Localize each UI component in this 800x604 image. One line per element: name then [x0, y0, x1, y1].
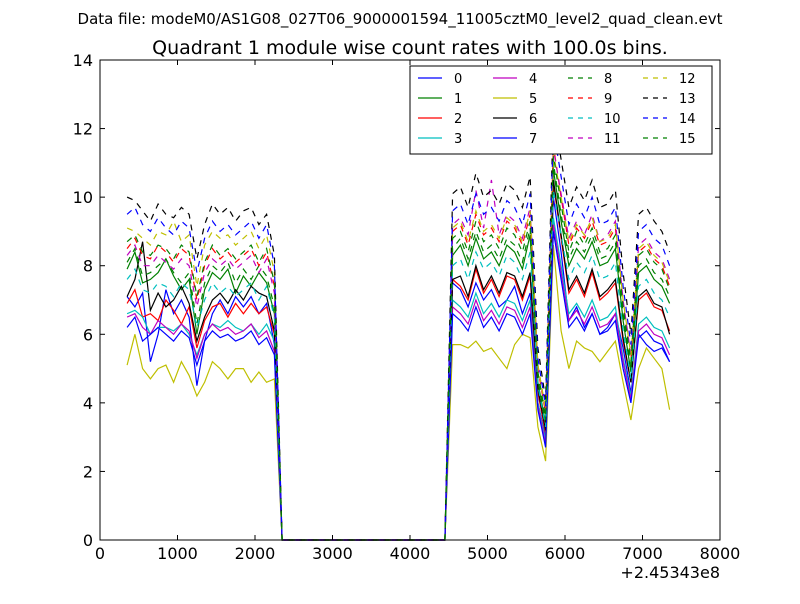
legend-label-10: 10	[604, 112, 621, 127]
x-tick-label: 6000	[545, 544, 586, 563]
legend-label-4: 4	[529, 72, 537, 87]
y-tick-label: 12	[73, 120, 93, 139]
series-line-15	[126, 155, 671, 541]
series-line-5	[126, 245, 671, 541]
y-tick-label: 10	[73, 188, 93, 207]
y-tick-label: 14	[73, 51, 93, 70]
series-line-9	[126, 145, 671, 541]
legend-label-8: 8	[604, 72, 612, 87]
y-tick-label: 0	[83, 531, 93, 550]
series-line-7	[126, 231, 671, 541]
x-tick-label: 3000	[312, 544, 353, 563]
series-line-4	[126, 224, 671, 541]
x-tick-label: 4000	[390, 544, 431, 563]
x-offset-label: +2.45343e8	[620, 563, 720, 582]
x-tick-label: 8000	[700, 544, 741, 563]
legend-label-3: 3	[454, 132, 462, 147]
x-tick-label: 5000	[467, 544, 508, 563]
chart-title: Quadrant 1 module wise count rates with …	[152, 37, 668, 59]
legend-label-0: 0	[454, 72, 462, 87]
legend-label-11: 11	[604, 132, 621, 147]
legend-label-12: 12	[679, 72, 696, 87]
legend-label-14: 14	[679, 112, 696, 127]
series-line-2	[126, 183, 671, 541]
series-line-6	[126, 179, 671, 541]
series-line-0	[126, 197, 671, 541]
legend-label-5: 5	[529, 92, 537, 107]
x-tick-label: 0	[95, 544, 105, 563]
series-line-8	[126, 162, 671, 541]
x-tick-label: 2000	[235, 544, 276, 563]
x-tick-label: 7000	[622, 544, 663, 563]
legend-label-13: 13	[679, 92, 696, 107]
legend-box	[409, 65, 713, 155]
series-line-12	[126, 152, 671, 541]
y-tick-label: 8	[83, 257, 93, 276]
plot-area	[126, 111, 671, 541]
legend-label-9: 9	[604, 92, 612, 107]
legend-label-1: 1	[454, 92, 462, 107]
y-tick-label: 2	[83, 462, 93, 481]
chart-suptitle: Data file: modeM0/AS1G08_027T06_90000015…	[78, 10, 723, 29]
x-tick-label: 1000	[157, 544, 198, 563]
y-tick-label: 4	[83, 394, 93, 413]
series-line-14	[126, 128, 671, 541]
legend-label-2: 2	[454, 112, 462, 127]
legend-label-15: 15	[679, 132, 696, 147]
legend-label-7: 7	[529, 132, 537, 147]
legend-label-6: 6	[529, 112, 537, 127]
y-tick-label: 6	[83, 325, 93, 344]
axes: 0 1000 2000 3000 4000 5000 6000 7000 80000246810…	[73, 51, 741, 563]
